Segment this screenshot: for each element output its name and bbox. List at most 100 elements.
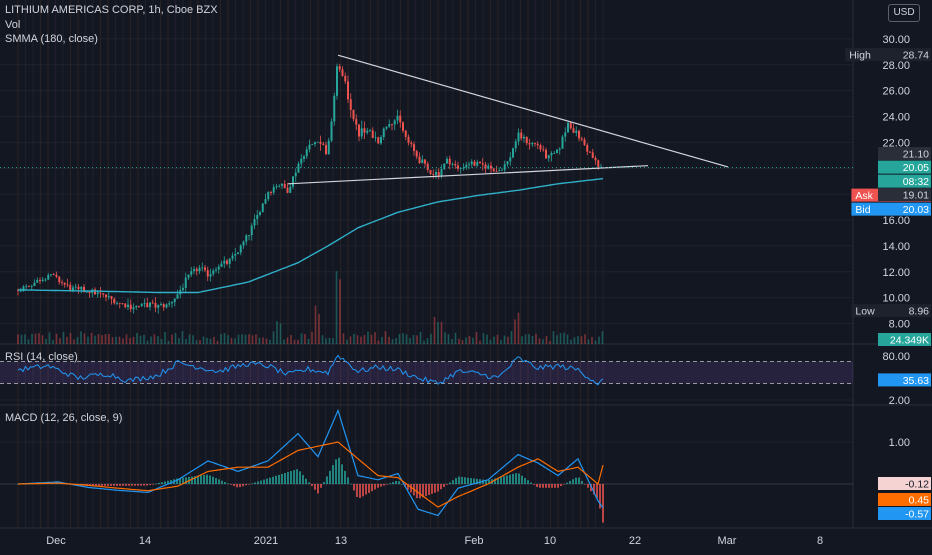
candle-body[interactable] [550, 153, 553, 156]
candle-body[interactable] [116, 302, 118, 304]
candle-body[interactable] [468, 164, 470, 166]
candle-body[interactable] [204, 267, 206, 271]
candle-body[interactable] [358, 124, 360, 137]
candle-body[interactable] [99, 292, 102, 294]
candle-body[interactable] [127, 304, 129, 308]
price-badge[interactable] [878, 147, 931, 161]
candle-body[interactable] [561, 136, 564, 149]
candle-body[interactable] [539, 145, 542, 150]
candle-body[interactable] [248, 235, 250, 236]
candle-body[interactable] [162, 304, 165, 308]
candle-body[interactable] [135, 305, 138, 308]
candle-body[interactable] [429, 169, 432, 174]
candle-body[interactable] [325, 144, 327, 155]
macd-label[interactable]: MACD (12, 26, close, 9) [5, 412, 123, 424]
candle-body[interactable] [228, 258, 231, 264]
candle-body[interactable] [426, 163, 429, 170]
candle-body[interactable] [63, 282, 66, 285]
candle-body[interactable] [369, 130, 371, 132]
candle-body[interactable] [327, 140, 330, 155]
candle-body[interactable] [297, 163, 300, 173]
candle-body[interactable] [415, 151, 418, 157]
candle-body[interactable] [267, 192, 270, 200]
candle-body[interactable] [25, 286, 28, 288]
candle-body[interactable] [160, 304, 162, 305]
candle-body[interactable] [531, 143, 534, 145]
candle-body[interactable] [440, 169, 443, 176]
candle-body[interactable] [113, 298, 116, 304]
candle-body[interactable] [107, 296, 110, 298]
candle-body[interactable] [523, 136, 525, 139]
macd-value-badge[interactable] [878, 493, 931, 506]
macd-pane[interactable] [0, 408, 853, 523]
candle-body[interactable] [212, 270, 215, 275]
symbol-title[interactable]: LITHIUM AMERICAS CORP, 1h, Cboe BZX [5, 4, 218, 16]
price-candles[interactable] [17, 63, 602, 314]
candle-body[interactable] [105, 294, 107, 298]
candle-body[interactable] [256, 214, 259, 220]
candle-body[interactable] [55, 274, 58, 277]
candle-body[interactable] [220, 263, 223, 267]
candle-body[interactable] [195, 269, 198, 272]
price-badge[interactable] [878, 188, 931, 202]
candle-body[interactable] [19, 290, 22, 292]
candle-body[interactable] [410, 142, 413, 145]
candle-body[interactable] [110, 296, 113, 299]
candle-body[interactable] [341, 69, 344, 76]
candle-body[interactable] [129, 304, 132, 310]
price-badge[interactable] [878, 202, 931, 216]
candle-body[interactable] [294, 172, 297, 177]
trendline-resistance[interactable] [337, 54, 729, 168]
candle-body[interactable] [278, 185, 281, 187]
candle-body[interactable] [85, 291, 88, 293]
macd-value-badge[interactable] [878, 507, 931, 520]
candle-body[interactable] [495, 171, 498, 172]
candle-body[interactable] [261, 203, 264, 213]
currency-button[interactable]: USD [888, 4, 920, 22]
candle-body[interactable] [80, 286, 83, 290]
candle-body[interactable] [50, 274, 52, 276]
candle-body[interactable] [286, 187, 289, 193]
candle-body[interactable] [149, 302, 151, 308]
candle-body[interactable] [424, 159, 426, 164]
candle-body[interactable] [190, 271, 193, 275]
candle-body[interactable] [316, 141, 319, 143]
candle-body[interactable] [344, 75, 347, 82]
candle-body[interactable] [193, 269, 195, 272]
candle-body[interactable] [231, 255, 234, 259]
candle-body[interactable] [182, 287, 184, 290]
candle-body[interactable] [558, 148, 561, 150]
candle-body[interactable] [517, 132, 520, 142]
candle-body[interactable] [272, 187, 275, 193]
candle-body[interactable] [393, 120, 396, 125]
candle-body[interactable] [283, 183, 286, 188]
trendlines[interactable] [0, 54, 853, 185]
candle-body[interactable] [481, 163, 484, 165]
candle-body[interactable] [490, 165, 492, 169]
candle-body[interactable] [338, 66, 341, 70]
candle-body[interactable] [239, 245, 242, 253]
candle-body[interactable] [176, 294, 179, 299]
candle-body[interactable] [118, 302, 121, 304]
candle-body[interactable] [377, 137, 380, 144]
candle-body[interactable] [77, 286, 80, 290]
candle-body[interactable] [209, 274, 212, 277]
candle-body[interactable] [391, 124, 393, 125]
time-axis[interactable]: Dec 14 2021 13 Feb 10 22 Mar 8 [46, 535, 823, 547]
candle-body[interactable] [435, 172, 437, 175]
candle-body[interactable] [437, 172, 440, 176]
candle-body[interactable] [88, 291, 91, 294]
candle-body[interactable] [322, 143, 325, 145]
candle-body[interactable] [96, 292, 99, 295]
candle-body[interactable] [454, 163, 457, 166]
candle-body[interactable] [476, 162, 479, 166]
candle-body[interactable] [124, 303, 127, 308]
candle-body[interactable] [253, 219, 256, 226]
candle-body[interactable] [336, 66, 338, 96]
price-badge[interactable] [878, 174, 931, 188]
candle-body[interactable] [151, 302, 154, 304]
candle-body[interactable] [237, 252, 239, 254]
candle-body[interactable] [545, 149, 547, 159]
